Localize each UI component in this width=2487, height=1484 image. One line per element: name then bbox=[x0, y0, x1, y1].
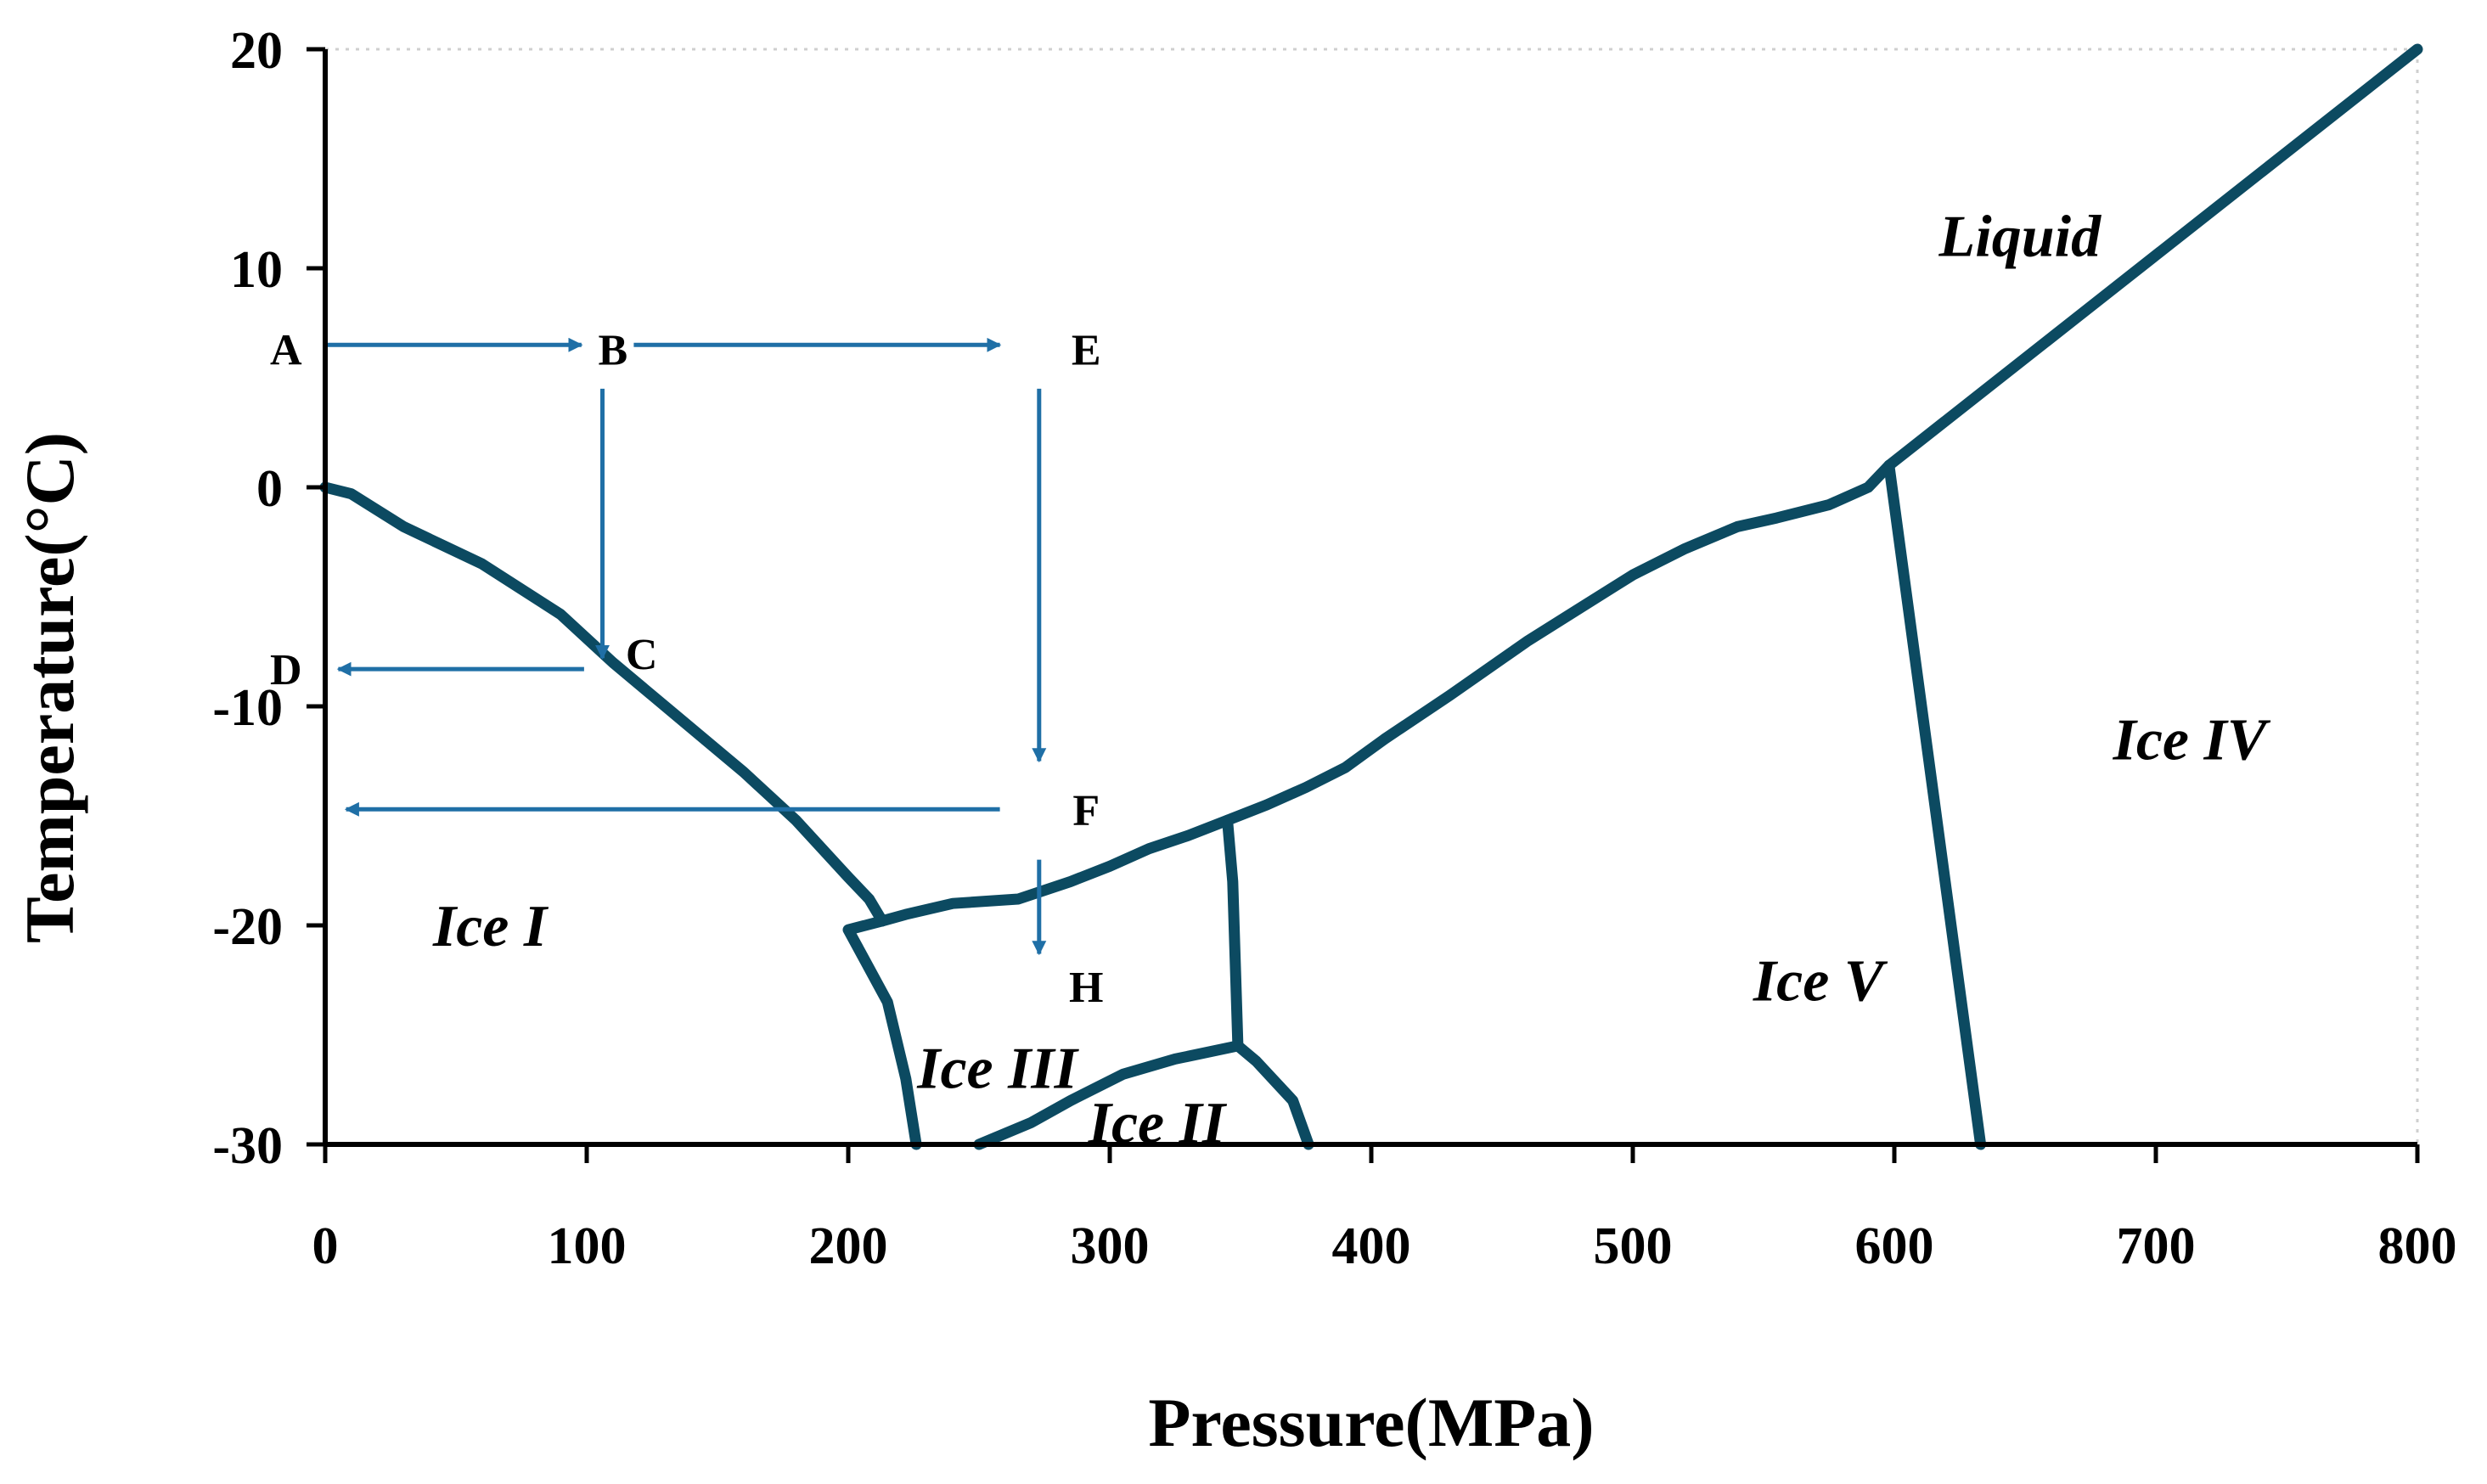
point-label-f: F bbox=[1072, 786, 1100, 835]
x-tick-label: 700 bbox=[2117, 1217, 2196, 1275]
point-label-e: E bbox=[1072, 326, 1101, 374]
point-label-c: C bbox=[626, 631, 658, 679]
point-label-h: H bbox=[1069, 964, 1103, 1012]
boundary-ice-v-liquid bbox=[1883, 43, 2423, 471]
y-tick-label: -20 bbox=[212, 898, 283, 956]
phase-boundaries bbox=[319, 43, 2423, 1150]
x-tick-label: 100 bbox=[548, 1217, 627, 1275]
y-tick-label: 0 bbox=[256, 460, 283, 518]
y-tick-label: 20 bbox=[230, 22, 283, 80]
point-label-d: D bbox=[270, 646, 302, 694]
point-labels: A B E C D F H bbox=[270, 326, 1103, 1012]
x-tick-label: 200 bbox=[809, 1217, 888, 1275]
process-paths bbox=[325, 337, 1047, 956]
x-axis-ticks: 0 100 200 300 400 500 600 700 800 bbox=[312, 1144, 2457, 1275]
point-label-a: A bbox=[270, 326, 302, 374]
boundary-ice-iii-v bbox=[1222, 814, 1244, 1052]
boundary-ice-v-iv bbox=[1883, 459, 1987, 1150]
region-label: Ice V bbox=[1753, 949, 1888, 1015]
x-tick-label: 0 bbox=[312, 1217, 339, 1275]
boundary-ice-ii-v bbox=[1232, 1040, 1314, 1150]
x-tick-label: 600 bbox=[1855, 1217, 1934, 1275]
x-tick-label: 800 bbox=[2378, 1217, 2457, 1275]
region-label: Ice IV bbox=[2113, 708, 2271, 773]
y-tick-label: -30 bbox=[212, 1117, 283, 1175]
region-label: Ice I bbox=[432, 894, 549, 959]
x-tick-label: 500 bbox=[1594, 1217, 1673, 1275]
point-label-b: B bbox=[598, 326, 627, 374]
region-label: Ice II bbox=[1088, 1091, 1228, 1156]
y-tick-label: -10 bbox=[212, 679, 283, 737]
boundary-ice-i-liquid bbox=[319, 481, 888, 927]
x-tick-label: 400 bbox=[1332, 1217, 1411, 1275]
boundary-ice-iii-liquid bbox=[876, 459, 1895, 927]
x-tick-label: 300 bbox=[1071, 1217, 1150, 1275]
region-label: Liquid bbox=[1938, 204, 2102, 269]
boundary-ice-i-iii bbox=[842, 915, 922, 1150]
y-tick-label: 10 bbox=[230, 241, 283, 299]
region-label: Ice III bbox=[916, 1037, 1079, 1102]
y-axis-ticks: 20 10 0 -10 -20 -30 bbox=[212, 22, 325, 1175]
x-axis-title: Pressure(MPa) bbox=[1148, 1384, 1594, 1461]
boundary-ice-ii-iii bbox=[973, 1040, 1244, 1150]
y-axis-title: Temperature(°C) bbox=[11, 432, 88, 943]
